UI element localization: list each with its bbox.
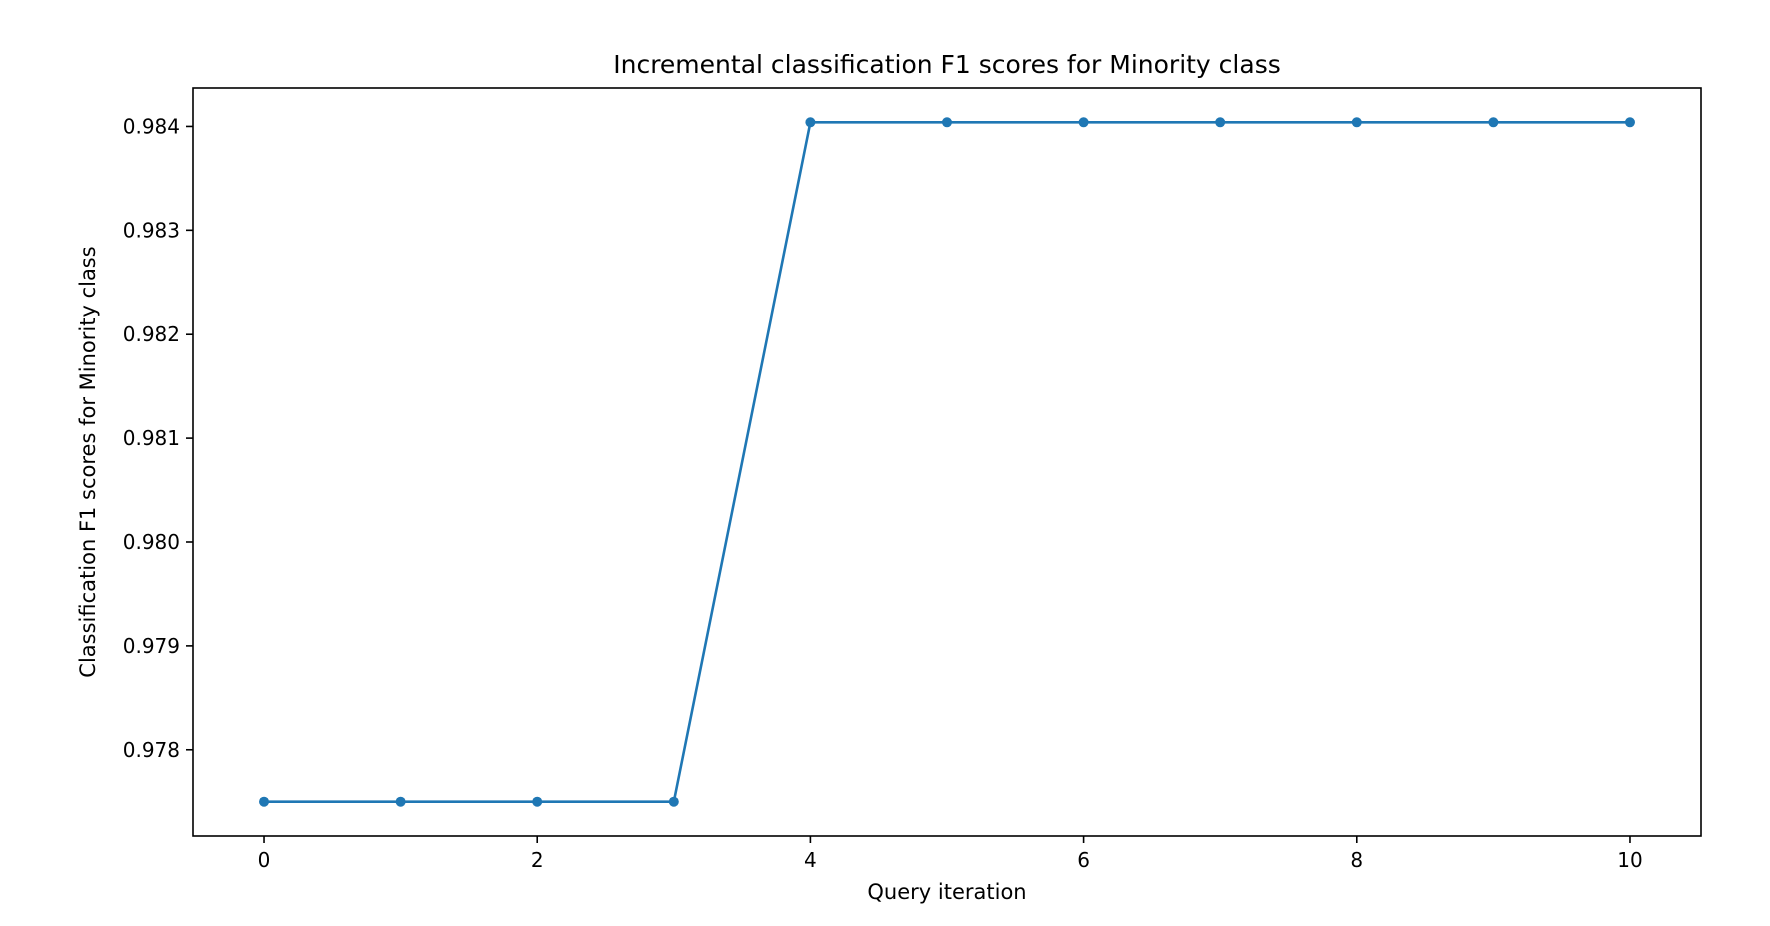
y-axis-ticks: 0.978 0.979 0.980 0.981 0.982 0.983 0.984 xyxy=(123,114,193,762)
plot-series xyxy=(259,117,1635,807)
y-axis-label: Classification F1 scores for Minority cl… xyxy=(76,246,100,677)
y-tick-label: 0.981 xyxy=(123,426,180,450)
x-tick-label: 0 xyxy=(258,848,271,872)
x-tick-label: 4 xyxy=(804,848,817,872)
data-point xyxy=(259,796,270,807)
data-point xyxy=(1351,117,1362,128)
x-tick-label: 10 xyxy=(1617,848,1642,872)
y-tick-label: 0.980 xyxy=(123,530,180,554)
x-tick-label: 2 xyxy=(531,848,544,872)
chart-title: Incremental classification F1 scores for… xyxy=(613,50,1281,79)
data-point xyxy=(1215,117,1226,128)
plot-frame xyxy=(192,87,1702,837)
data-point xyxy=(942,117,952,128)
data-point xyxy=(668,796,679,807)
data-point xyxy=(1078,117,1089,128)
data-point xyxy=(1488,117,1499,128)
data-point xyxy=(1624,117,1635,128)
x-tick-label: 8 xyxy=(1350,848,1363,872)
y-tick-label: 0.978 xyxy=(123,738,180,762)
x-tick-label: 6 xyxy=(1077,848,1090,872)
y-tick-label: 0.983 xyxy=(123,218,180,242)
y-tick-label: 0.979 xyxy=(123,634,180,658)
y-tick-label: 0.982 xyxy=(123,322,180,346)
data-point xyxy=(805,117,816,128)
x-axis-ticks: 0 2 4 6 8 10 xyxy=(258,836,1643,872)
data-point xyxy=(532,796,543,807)
y-tick-label: 0.984 xyxy=(123,114,180,138)
data-point xyxy=(395,796,406,807)
x-axis-label: Query iteration xyxy=(867,880,1026,904)
